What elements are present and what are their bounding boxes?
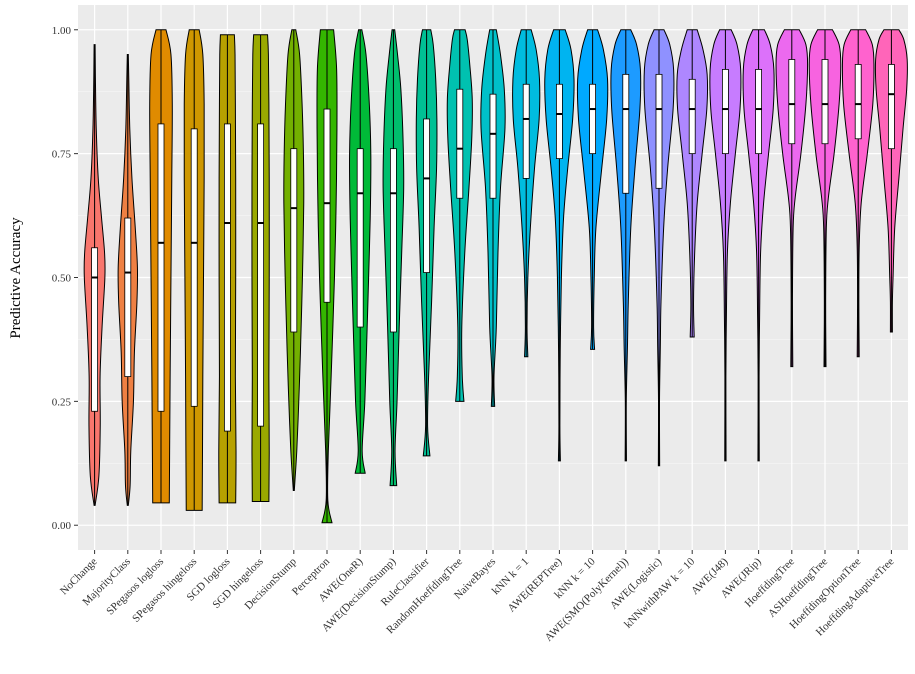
violin-16 xyxy=(610,29,642,462)
violin-15 xyxy=(576,29,609,350)
iqr-box xyxy=(655,73,663,189)
iqr-box xyxy=(223,123,231,432)
iqr-box xyxy=(356,148,364,328)
iqr-box xyxy=(290,148,298,333)
violin-24 xyxy=(874,29,908,333)
iqr-box xyxy=(688,78,696,155)
violin-2 xyxy=(149,29,173,504)
violin-23 xyxy=(841,29,875,358)
violin-13 xyxy=(512,29,541,358)
iqr-box xyxy=(91,247,98,412)
y-axis-ticks: 0.00 0.25 0.50 0.75 1.00 xyxy=(52,25,78,532)
violin-18 xyxy=(676,29,709,338)
y-tick-label: 0.00 xyxy=(52,520,72,532)
violin-21 xyxy=(775,29,809,368)
violin-11 xyxy=(446,29,473,402)
iqr-box xyxy=(755,69,762,155)
violin-1 xyxy=(117,54,139,506)
violin-7 xyxy=(316,29,338,524)
violin-5 xyxy=(251,34,270,502)
violin-22 xyxy=(808,29,842,368)
y-tick-label: 0.25 xyxy=(52,396,72,408)
violin-14 xyxy=(544,29,575,462)
violin-9 xyxy=(382,29,405,487)
violin-12 xyxy=(480,29,506,407)
iqr-box xyxy=(556,83,563,159)
iqr-box xyxy=(489,93,497,199)
iqr-box xyxy=(423,118,431,273)
violin-10 xyxy=(415,29,438,457)
iqr-box xyxy=(389,148,397,333)
iqr-box xyxy=(722,69,729,155)
iqr-box xyxy=(821,59,829,145)
violin-17 xyxy=(643,29,675,467)
iqr-box xyxy=(456,88,464,199)
y-tick-label: 0.75 xyxy=(52,149,72,161)
violin-6 xyxy=(283,29,305,492)
violin-0 xyxy=(83,44,106,506)
iqr-box xyxy=(157,123,165,412)
iqr-box xyxy=(190,128,198,407)
iqr-box xyxy=(788,59,796,145)
x-tick-label: ASHoeffdingTree xyxy=(766,556,830,620)
iqr-box xyxy=(124,217,132,377)
y-tick-label: 0.50 xyxy=(52,273,72,285)
violin-20 xyxy=(742,29,775,462)
iqr-box xyxy=(854,64,862,140)
iqr-box xyxy=(888,64,895,150)
iqr-box xyxy=(323,108,331,303)
x-tick-label: SPegasos logloss xyxy=(104,556,166,618)
violin-19 xyxy=(709,29,742,462)
y-tick-label: 1.00 xyxy=(52,25,72,37)
iqr-box xyxy=(622,73,630,194)
violin-3 xyxy=(183,29,205,511)
y-axis-title: Predictive Accuracy xyxy=(8,217,24,339)
iqr-box xyxy=(589,83,596,155)
violins xyxy=(83,29,908,524)
iqr-box xyxy=(522,83,530,179)
violin-8 xyxy=(349,29,372,474)
violin-4 xyxy=(218,34,237,504)
iqr-box xyxy=(257,123,265,427)
